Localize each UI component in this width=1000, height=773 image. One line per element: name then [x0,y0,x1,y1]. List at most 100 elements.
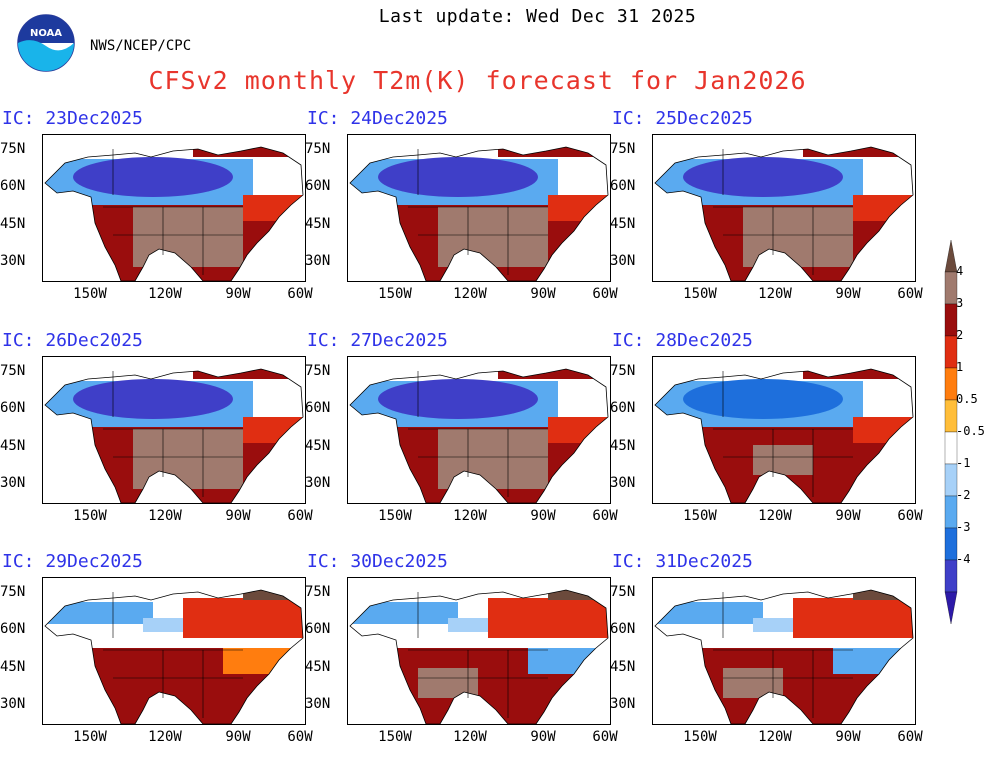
lon-label: 120W [758,508,792,524]
lat-label: 45N [305,216,331,232]
anomaly-map [42,134,306,282]
anomaly-map [652,356,916,504]
colorbar-label: -2 [956,488,971,502]
colorbar-label: -3 [956,520,971,534]
lat-label: 75N [305,141,331,157]
lon-label: 120W [453,286,487,302]
lon-label: 60W [287,508,313,524]
lat-label: 60N [610,400,636,416]
noaa-logo-text: NOAA [30,28,62,39]
lat-label: 75N [610,141,636,157]
anomaly-map [347,356,611,504]
lon-label: 120W [758,729,792,745]
anomaly-map [652,577,916,725]
anomaly-map [42,356,306,504]
panel-ic-label: IC: 25Dec2025 [612,108,753,129]
lon-label: 60W [592,286,618,302]
anomaly-map [347,577,611,725]
lat-label: 75N [610,584,636,600]
forecast-panel: IC: 29Dec2025 75N 60N 45N 30N 150W 120W 90W 60W [0,551,313,771]
lon-label: 150W [378,286,412,302]
panel-ic-label: IC: 24Dec2025 [307,108,448,129]
lat-label: 45N [0,438,26,454]
colorbar-swatch [944,591,958,625]
colorbar-label: -1 [956,456,971,470]
lon-label: 90W [835,729,861,745]
lat-label: 75N [305,584,331,600]
lon-label: 120W [148,508,182,524]
lat-label: 30N [305,696,331,712]
forecast-panel: IC: 26Dec2025 75N 60N 45N 30N 150W 120W 90W 60W [0,330,313,550]
anomaly-map [42,577,306,725]
panel-ic-label: IC: 23Dec2025 [2,108,143,129]
lat-label: 60N [305,400,331,416]
lat-label: 60N [610,178,636,194]
lon-label: 90W [225,729,251,745]
lat-label: 30N [0,475,26,491]
last-update-text: Last update: Wed Dec 31 2025 [378,6,697,27]
lon-label: 60W [287,286,313,302]
lat-label: 45N [305,659,331,675]
forecast-panel: IC: 30Dec2025 75N 60N 45N 30N 150W 120W 90W 60W [305,551,618,771]
lat-label: 30N [0,696,26,712]
lon-label: 90W [225,286,251,302]
lat-label: 75N [0,141,26,157]
forecast-panel: IC: 28Dec2025 75N 60N 45N 30N 150W 120W 90W 60W [610,330,923,550]
colorbar-label: 1 [956,360,964,374]
lon-label: 90W [835,286,861,302]
lat-label: 75N [0,584,26,600]
lat-label: 60N [0,621,26,637]
lon-label: 120W [453,508,487,524]
lat-label: 60N [305,178,331,194]
lat-label: 60N [0,178,26,194]
lat-label: 60N [305,621,331,637]
colorbar-label: 2 [956,328,964,342]
lon-label: 150W [378,729,412,745]
panel-ic-label: IC: 28Dec2025 [612,330,753,351]
lat-label: 45N [610,438,636,454]
colorbar-label: 3 [956,296,964,310]
lat-label: 30N [305,475,331,491]
lon-label: 90W [530,729,556,745]
anomaly-map [652,134,916,282]
lat-label: 30N [305,253,331,269]
panel-ic-label: IC: 27Dec2025 [307,330,448,351]
forecast-panel: IC: 31Dec2025 75N 60N 45N 30N 150W 120W 90W 60W [610,551,923,771]
lon-label: 150W [73,729,107,745]
panel-ic-label: IC: 26Dec2025 [2,330,143,351]
lon-label: 120W [148,286,182,302]
lat-label: 45N [610,216,636,232]
lon-label: 90W [530,508,556,524]
figure-title: CFSv2 monthly T2m(K) forecast for Jan202… [148,66,807,95]
lon-label: 60W [897,286,923,302]
lat-label: 45N [305,438,331,454]
lon-label: 60W [287,729,313,745]
lon-label: 150W [73,286,107,302]
lon-label: 90W [835,508,861,524]
colorbar [933,230,1000,640]
lat-label: 45N [610,659,636,675]
colorbar-label: 4 [956,264,964,278]
lat-label: 30N [610,475,636,491]
panel-ic-label: IC: 30Dec2025 [307,551,448,572]
lon-label: 60W [592,729,618,745]
forecast-panel: IC: 25Dec2025 75N 60N 45N 30N 150W 120W 90W 60W [610,108,923,328]
lat-label: 75N [305,363,331,379]
lon-label: 60W [592,508,618,524]
panel-ic-label: IC: 31Dec2025 [612,551,753,572]
lon-label: 90W [530,286,556,302]
lat-label: 60N [0,400,26,416]
lon-label: 60W [897,508,923,524]
lat-label: 60N [610,621,636,637]
lon-label: 90W [225,508,251,524]
lon-label: 150W [683,286,717,302]
forecast-panel: IC: 27Dec2025 75N 60N 45N 30N 150W 120W 90W 60W [305,330,618,550]
lat-label: 45N [0,216,26,232]
org-label: NWS/NCEP/CPC [90,38,192,54]
noaa-logo: NOAA [17,14,75,72]
lon-label: 150W [683,729,717,745]
lat-label: 75N [610,363,636,379]
lat-label: 45N [0,659,26,675]
lon-label: 150W [683,508,717,524]
lon-label: 120W [758,286,792,302]
